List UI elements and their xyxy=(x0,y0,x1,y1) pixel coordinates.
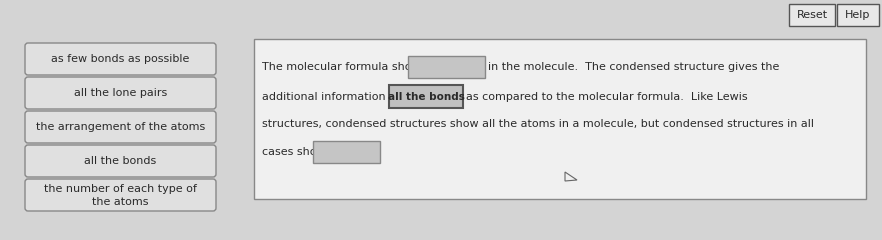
Text: Reset: Reset xyxy=(796,10,827,20)
Text: in the molecule.  The condensed structure gives the: in the molecule. The condensed structure… xyxy=(488,62,780,72)
FancyBboxPatch shape xyxy=(254,39,866,199)
Polygon shape xyxy=(565,172,577,181)
Text: additional information about: additional information about xyxy=(262,92,422,102)
Text: cases show: cases show xyxy=(262,147,325,157)
FancyBboxPatch shape xyxy=(25,77,216,109)
FancyBboxPatch shape xyxy=(408,56,485,78)
Text: Help: Help xyxy=(845,10,871,20)
Text: all the bonds: all the bonds xyxy=(387,92,465,102)
FancyBboxPatch shape xyxy=(313,141,380,163)
FancyBboxPatch shape xyxy=(789,4,835,26)
FancyBboxPatch shape xyxy=(389,85,463,108)
FancyBboxPatch shape xyxy=(25,145,216,177)
Text: the atoms: the atoms xyxy=(93,197,149,207)
FancyBboxPatch shape xyxy=(837,4,879,26)
Text: as few bonds as possible: as few bonds as possible xyxy=(51,54,190,64)
FancyBboxPatch shape xyxy=(25,43,216,75)
FancyBboxPatch shape xyxy=(25,179,216,211)
Text: all the bonds: all the bonds xyxy=(85,156,157,166)
Text: The molecular formula shows: The molecular formula shows xyxy=(262,62,426,72)
Text: structures, condensed structures show all the atoms in a molecule, but condensed: structures, condensed structures show al… xyxy=(262,119,814,129)
Text: the number of each type of: the number of each type of xyxy=(44,184,197,194)
Text: the arrangement of the atoms: the arrangement of the atoms xyxy=(36,122,206,132)
FancyBboxPatch shape xyxy=(25,111,216,143)
Text: all the lone pairs: all the lone pairs xyxy=(74,88,167,98)
Text: as compared to the molecular formula.  Like Lewis: as compared to the molecular formula. Li… xyxy=(466,92,748,102)
